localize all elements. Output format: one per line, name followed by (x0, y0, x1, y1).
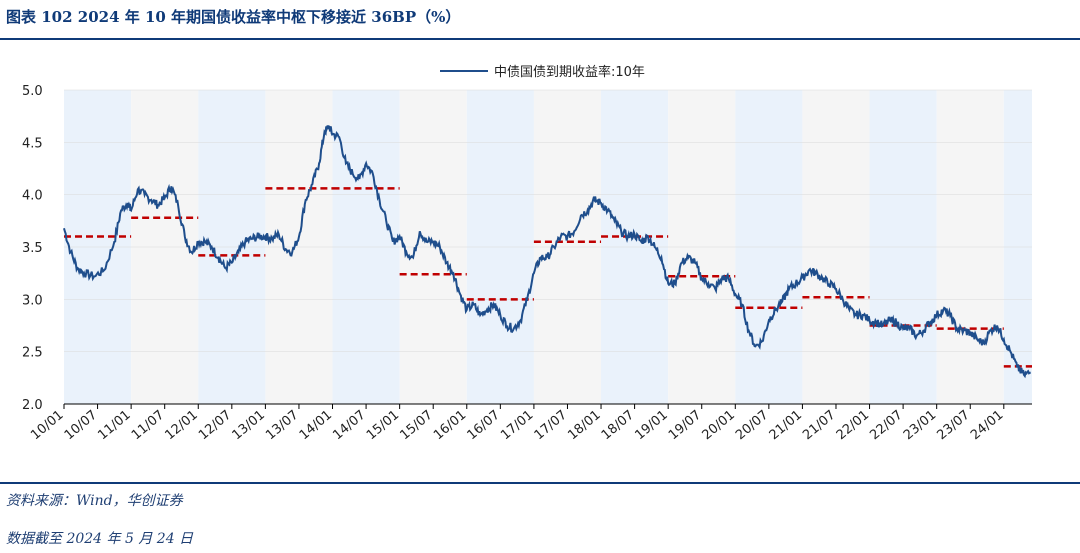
x-tick-label: 21/01 (767, 408, 805, 444)
y-tick-label: 2.0 (22, 398, 43, 413)
x-tick-label: 19/07 (666, 408, 704, 444)
x-tick-label: 22/01 (834, 408, 872, 444)
y-axis-ticks: 2.0 2.5 3.0 3.5 4.0 4.5 5.0 (22, 84, 43, 413)
data-cutoff-note: 数据截至 2024 年 5 月 24 日 (6, 531, 194, 547)
x-tick-label: 15/07 (397, 408, 435, 444)
x-tick-label: 21/07 (800, 408, 838, 444)
x-tick-label: 16/07 (465, 408, 503, 444)
x-tick-label: 23/01 (901, 408, 939, 444)
x-tick-label: 17/01 (498, 408, 536, 444)
y-tick-label: 3.0 (22, 293, 43, 308)
x-tick-label: 13/07 (263, 408, 301, 444)
x-tick-label: 20/01 (700, 408, 738, 444)
x-tick-label: 19/01 (632, 408, 670, 444)
series-line (63, 125, 1031, 379)
x-tick-label: 15/01 (364, 408, 402, 444)
x-tick-label: 24/01 (968, 408, 1006, 444)
footer-rule (0, 482, 1080, 484)
x-tick-label: 18/07 (599, 408, 637, 444)
x-tick-label: 22/07 (867, 408, 905, 444)
x-tick-label: 14/07 (330, 408, 368, 444)
x-tick-label: 11/01 (95, 408, 133, 444)
x-tick-label: 13/01 (230, 408, 268, 444)
x-tick-label: 20/07 (733, 408, 771, 444)
title-rule (0, 38, 1080, 40)
y-tick-label: 4.0 (22, 189, 43, 204)
x-tick-label: 14/01 (297, 408, 335, 444)
x-tick-label: 12/07 (196, 408, 234, 444)
x-tick-label: 18/01 (565, 408, 603, 444)
legend-label: 中债国债到期收益率:10年 (494, 64, 645, 80)
yield-chart: 2.0 2.5 3.0 3.5 4.0 4.5 5.0 10/0110/0711/0111/… (22, 64, 1032, 444)
x-tick-label: 10/07 (62, 408, 100, 444)
x-tick-label: 11/07 (129, 408, 167, 444)
chart-legend: 中债国债到期收益率:10年 (440, 64, 645, 80)
y-tick-label: 5.0 (22, 84, 43, 99)
y-tick-label: 2.5 (22, 346, 43, 361)
x-tick-label: 17/07 (532, 408, 570, 444)
y-tick-label: 3.5 (22, 241, 43, 256)
x-axis-ticks: 10/0110/0711/0111/0712/0112/0713/0113/07… (28, 403, 1032, 444)
source-note: 资料来源：Wind，华创证券 (6, 493, 183, 509)
x-tick-label: 23/07 (934, 408, 972, 444)
figure-title: 图表 102 2024 年 10 年期国债收益率中枢下移接近 36BP（%） (6, 8, 461, 26)
x-tick-label: 16/01 (431, 408, 469, 444)
x-tick-label: 12/01 (162, 408, 200, 444)
y-tick-label: 4.5 (22, 136, 43, 151)
